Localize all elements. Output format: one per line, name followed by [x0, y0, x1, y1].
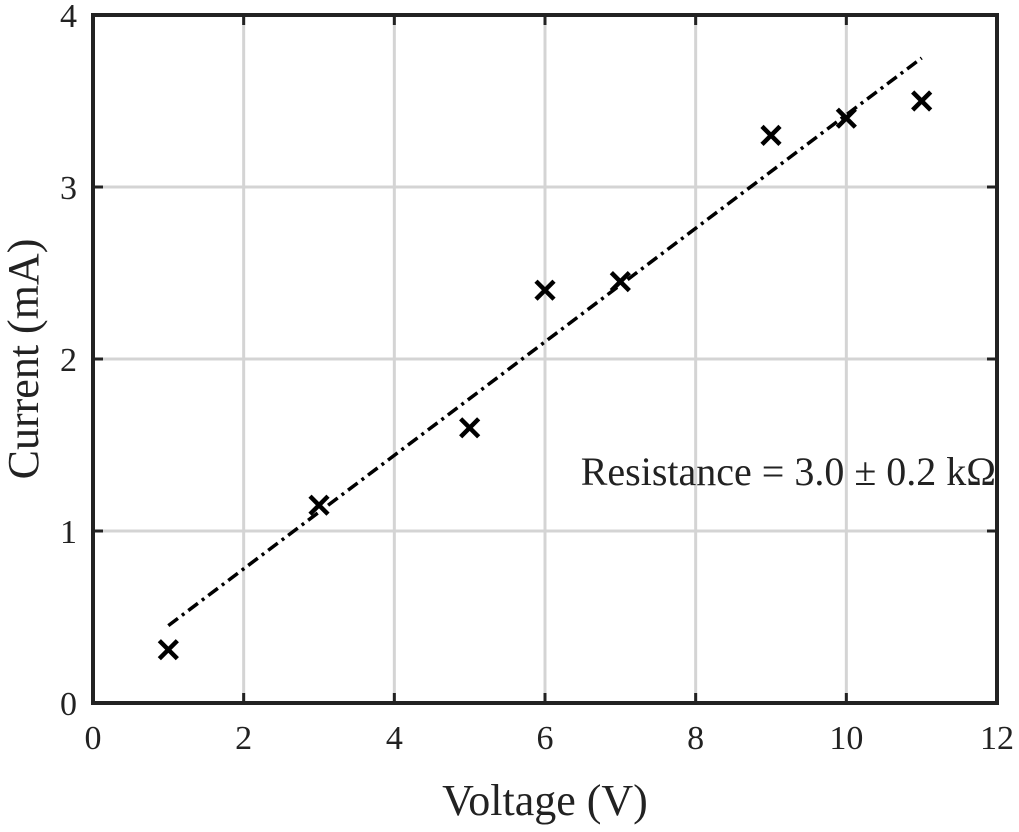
- data-point: [157, 639, 179, 661]
- resistance-annotation: Resistance = 3.0 ± 0.2 kΩ: [581, 449, 996, 494]
- x-tick-label: 2: [235, 720, 252, 757]
- x-tick-label: 12: [980, 720, 1014, 757]
- data-point: [835, 107, 857, 129]
- x-tick-label: 8: [687, 720, 704, 757]
- grid-lines: [93, 15, 997, 703]
- x-tick-label: 4: [386, 720, 403, 757]
- tick-marks: [91, 13, 999, 705]
- data-point: [609, 271, 631, 293]
- y-axis-title: Current (mA): [0, 239, 48, 480]
- y-tick-labels: 0 1 2 3 4: [60, 0, 77, 723]
- data-point: [760, 124, 782, 146]
- y-tick-label: 3: [60, 170, 77, 207]
- fit-line-group: [167, 56, 923, 627]
- x-tick-label: 0: [85, 720, 102, 757]
- data-point: [459, 417, 481, 439]
- x-tick-labels: 0 2 4 6 8 10 12: [85, 720, 1015, 757]
- y-tick-label: 4: [60, 0, 77, 35]
- data-point: [911, 90, 933, 112]
- data-point: [534, 279, 556, 301]
- y-tick-label: 2: [60, 342, 77, 379]
- data-point: [308, 494, 330, 516]
- x-tick-label: 10: [829, 720, 863, 757]
- x-tick-label: 6: [537, 720, 554, 757]
- linear-fit-line: [167, 56, 923, 627]
- y-tick-label: 1: [60, 514, 77, 551]
- x-axis-title: Voltage (V): [442, 776, 648, 825]
- y-tick-label: 0: [60, 686, 77, 723]
- data-points: [157, 90, 933, 661]
